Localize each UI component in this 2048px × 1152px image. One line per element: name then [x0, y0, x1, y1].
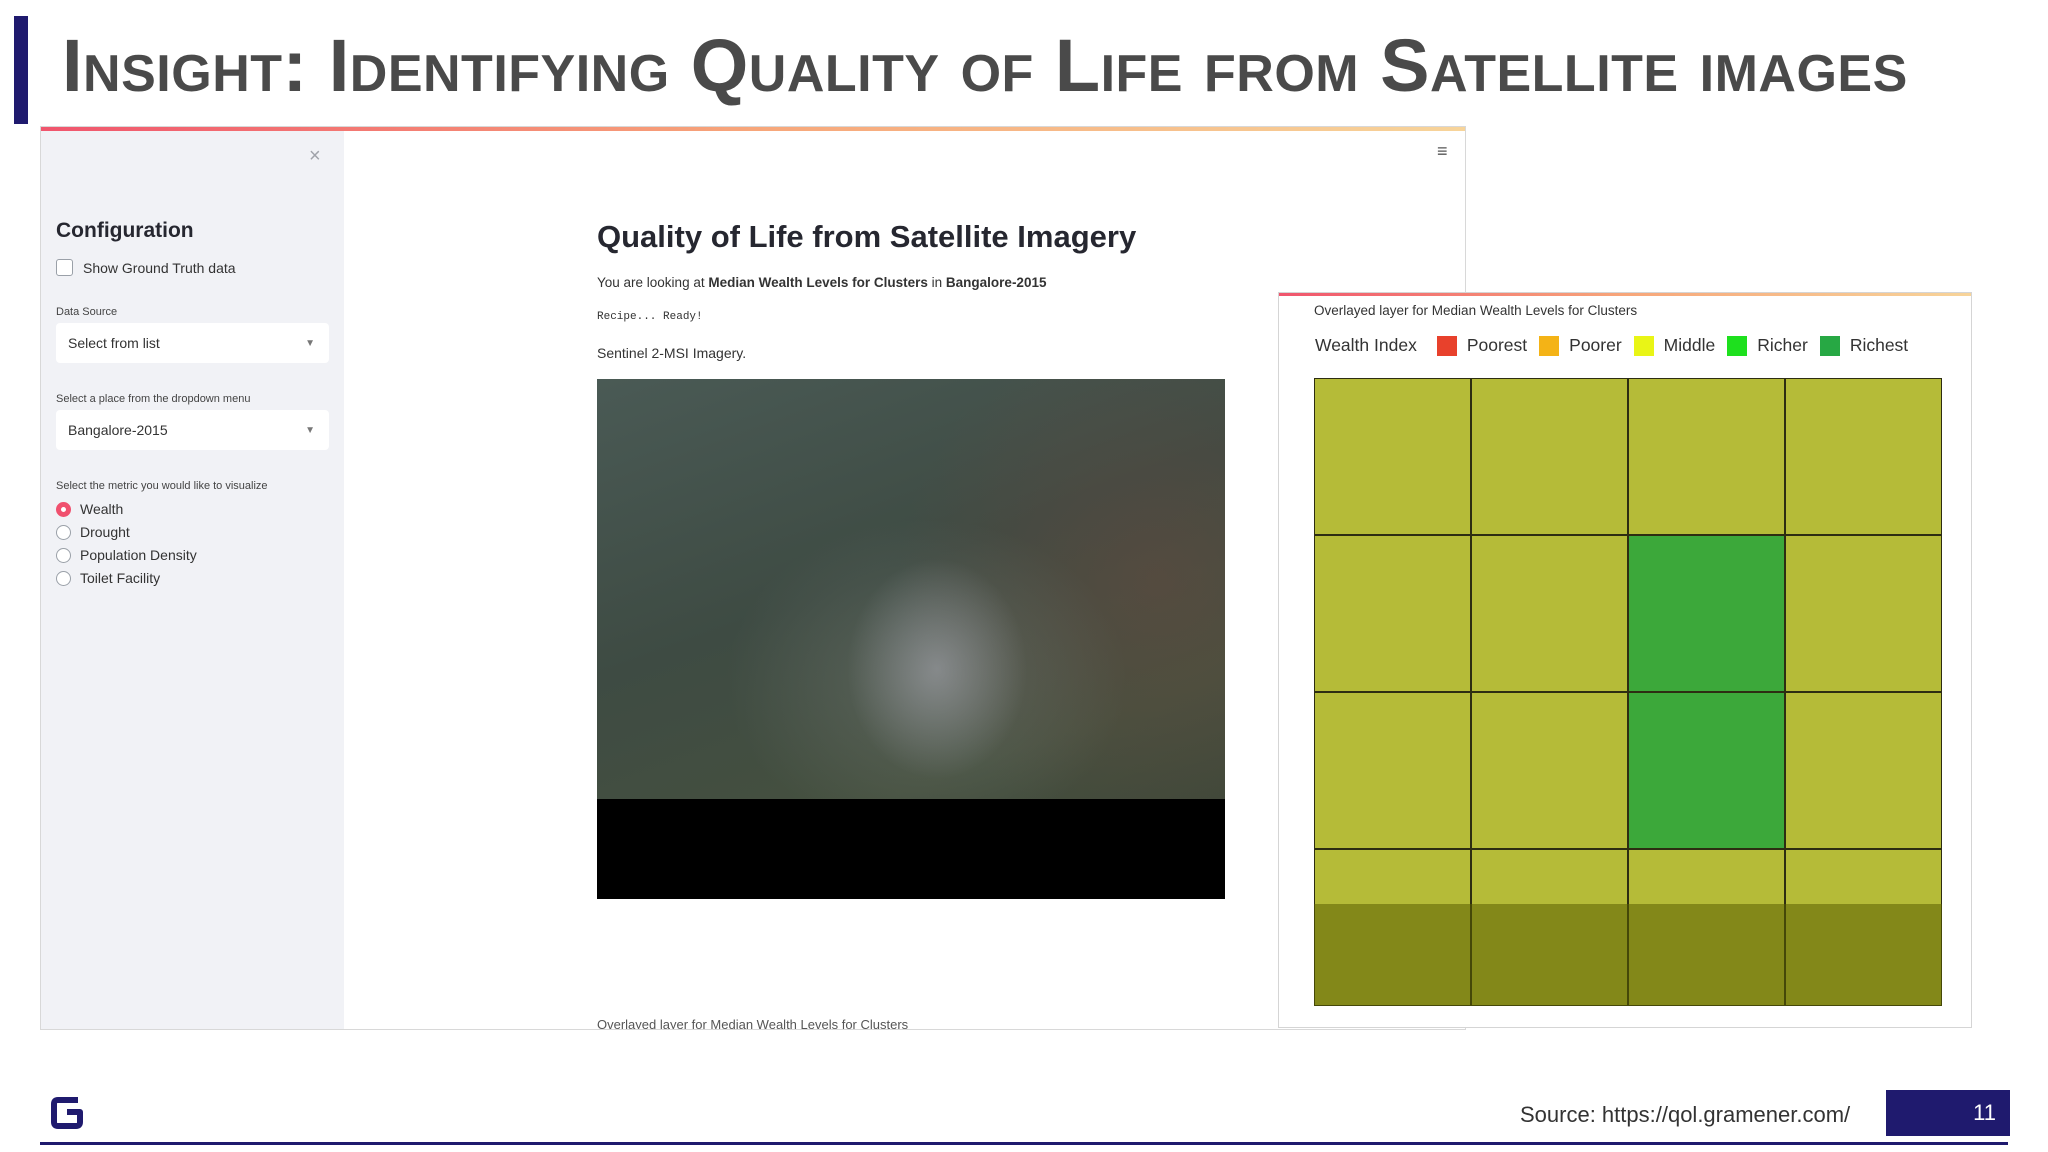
radio-label: Drought [80, 524, 130, 540]
legend-item-middle: Middle [1633, 335, 1715, 356]
chevron-down-icon: ▼ [305, 337, 315, 349]
legend-swatch [1539, 335, 1560, 356]
radio-label: Toilet Facility [80, 570, 161, 586]
radio-button[interactable] [56, 524, 71, 540]
legend-item-poorer: Poorer [1539, 335, 1622, 356]
footer-rule [40, 1142, 2008, 1145]
grid-no-data-band [1314, 903, 1942, 1006]
looking-place: Bangalore-2015 [945, 275, 1047, 290]
radio-button[interactable] [56, 547, 71, 563]
page-number: 11 [1886, 1090, 2010, 1136]
grid-cell [1628, 378, 1785, 535]
radio-option-drought[interactable]: Drought [56, 524, 130, 540]
grid-cell [1471, 692, 1628, 849]
close-icon[interactable]: × [309, 145, 321, 167]
data-source-label: Data Source [56, 306, 118, 318]
status-text: Recipe... Ready! [597, 311, 703, 323]
image-no-data-band [597, 799, 1225, 899]
app-window: × Configuration Show Ground Truth data D… [40, 126, 1466, 1030]
imagery-label: Sentinel 2-MSI Imagery. [597, 345, 747, 361]
legend-swatch [1436, 335, 1457, 356]
ground-truth-checkbox-row[interactable]: Show Ground Truth data [56, 259, 236, 276]
place-value: Bangalore-2015 [68, 422, 168, 438]
radio-option-toilet-facility[interactable]: Toilet Facility [56, 570, 160, 586]
slide-title: Insight: Identifying Quality of Life fro… [62, 24, 1908, 107]
legend-item-richer: Richer [1727, 335, 1808, 356]
grid-cell [1785, 378, 1942, 535]
grid-cell [1785, 535, 1942, 692]
overlay-card: Overlayed layer for Median Wealth Levels… [1278, 292, 1972, 1028]
wealth-grid-map [1314, 378, 1942, 1006]
data-source-select[interactable]: Select from list ▼ [56, 323, 329, 363]
sidebar: × Configuration Show Ground Truth data D… [41, 131, 344, 1029]
legend-swatch [1727, 335, 1748, 356]
sidebar-heading: Configuration [56, 219, 194, 242]
ground-truth-label: Show Ground Truth data [83, 259, 236, 276]
radio-option-wealth[interactable]: Wealth [56, 501, 123, 517]
radio-label: Wealth [80, 501, 124, 517]
legend-item-richest: Richest [1819, 335, 1908, 356]
grid-cell [1314, 378, 1471, 535]
looking-at-text: You are looking at Median Wealth Levels … [597, 275, 1047, 290]
grid-cell [1785, 692, 1942, 849]
title-accent-bar [14, 16, 28, 124]
legend-swatch [1819, 335, 1840, 356]
grid-cell [1628, 535, 1785, 692]
data-source-value: Select from list [68, 335, 160, 351]
place-label: Select a place from the dropdown menu [56, 393, 251, 405]
wealth-legend: Wealth Index Poorest Poorer Middle Riche… [1315, 335, 1920, 356]
legend-item-poorest: Poorest [1436, 335, 1527, 356]
radio-button[interactable] [56, 501, 71, 517]
grid-cell [1314, 535, 1471, 692]
source-text: Source: https://qol.gramener.com/ [1520, 1102, 1851, 1127]
gramener-logo [51, 1097, 83, 1129]
legend-title: Wealth Index [1315, 335, 1417, 355]
ground-truth-checkbox[interactable] [56, 259, 73, 276]
radio-button[interactable] [56, 570, 71, 586]
overlay-top-decoration [1279, 293, 1971, 296]
overlay-caption-cutoff: Overlayed layer for Median Wealth Levels… [597, 1017, 909, 1030]
legend-swatch [1633, 335, 1654, 356]
place-select[interactable]: Bangalore-2015 ▼ [56, 410, 329, 450]
overlay-title: Overlayed layer for Median Wealth Levels… [1314, 303, 1638, 318]
satellite-image [597, 379, 1225, 899]
radio-option-population-density[interactable]: Population Density [56, 547, 197, 563]
menu-icon[interactable]: ≡ [1437, 141, 1448, 161]
metric-label: Select the metric you would like to visu… [56, 480, 268, 492]
grid-cell [1471, 378, 1628, 535]
looking-metric: Median Wealth Levels for Clusters [708, 275, 928, 290]
radio-label: Population Density [80, 547, 197, 563]
grid-cell [1628, 692, 1785, 849]
chevron-down-icon: ▼ [305, 424, 315, 436]
main-title: Quality of Life from Satellite Imagery [597, 219, 1137, 254]
grid-cell [1471, 535, 1628, 692]
app-top-decoration [41, 127, 1465, 131]
grid-cell [1314, 692, 1471, 849]
